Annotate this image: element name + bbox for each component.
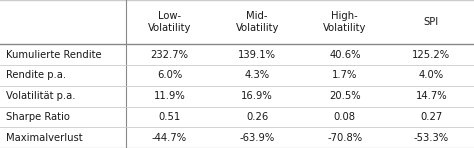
Text: 4.0%: 4.0% xyxy=(419,70,444,81)
Text: 0.51: 0.51 xyxy=(158,112,181,122)
Text: 0.08: 0.08 xyxy=(334,112,356,122)
Text: Volatilität p.a.: Volatilität p.a. xyxy=(6,91,75,101)
Text: Maximalverlust: Maximalverlust xyxy=(6,133,82,143)
Text: 125.2%: 125.2% xyxy=(412,50,450,60)
Text: 4.3%: 4.3% xyxy=(245,70,270,81)
Text: 6.0%: 6.0% xyxy=(157,70,182,81)
Text: 16.9%: 16.9% xyxy=(241,91,273,101)
Text: -44.7%: -44.7% xyxy=(152,133,187,143)
Text: -63.9%: -63.9% xyxy=(239,133,275,143)
Text: Mid-
Volatility: Mid- Volatility xyxy=(236,11,279,33)
Text: 1.7%: 1.7% xyxy=(332,70,357,81)
Text: -70.8%: -70.8% xyxy=(327,133,363,143)
Text: 0.26: 0.26 xyxy=(246,112,268,122)
Text: 11.9%: 11.9% xyxy=(154,91,185,101)
Text: Rendite p.a.: Rendite p.a. xyxy=(6,70,66,81)
Text: Kumulierte Rendite: Kumulierte Rendite xyxy=(6,50,101,60)
Text: Low-
Volatility: Low- Volatility xyxy=(148,11,191,33)
Text: 232.7%: 232.7% xyxy=(150,50,189,60)
Text: 40.6%: 40.6% xyxy=(329,50,361,60)
Text: Sharpe Ratio: Sharpe Ratio xyxy=(6,112,70,122)
Text: High-
Volatility: High- Volatility xyxy=(323,11,366,33)
Text: -53.3%: -53.3% xyxy=(414,133,449,143)
Text: 0.27: 0.27 xyxy=(420,112,442,122)
Text: SPI: SPI xyxy=(424,17,439,27)
Text: 20.5%: 20.5% xyxy=(329,91,361,101)
Text: 139.1%: 139.1% xyxy=(238,50,276,60)
Text: 14.7%: 14.7% xyxy=(416,91,447,101)
